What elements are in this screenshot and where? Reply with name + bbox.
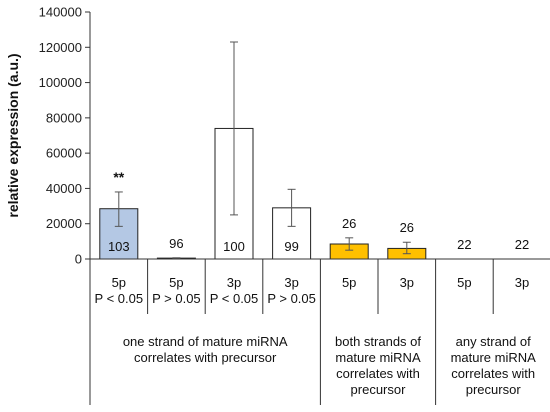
- category-pvalue-label-2: P > 0.05: [152, 291, 201, 306]
- group-label-3: correlates with: [451, 366, 535, 381]
- group-label-3: precursor: [466, 382, 522, 397]
- category-pvalue-label-3: P < 0.05: [210, 291, 259, 306]
- bars: 103 ** 96 100 99 26 26 22 22: [99, 41, 529, 260]
- category-strand-label-8: 3p: [515, 275, 529, 290]
- y-tick-label: 60000: [46, 146, 82, 161]
- group-label-3: any strand of: [456, 334, 532, 349]
- group-label-2: both strands of: [335, 334, 421, 349]
- y-axis-label-group: relative expression (a.u.): [5, 53, 21, 217]
- bar-count-label-1: 103: [108, 239, 130, 254]
- group-label-3: mature miRNA: [451, 350, 537, 365]
- bar-count-label-6: 26: [400, 220, 414, 235]
- category-strand-label-4: 3p: [284, 275, 298, 290]
- category-strand-label-5: 5p: [342, 275, 356, 290]
- category-strand-label-3: 3p: [227, 275, 241, 290]
- y-tick-label: 100000: [39, 75, 82, 90]
- category-pvalue-label-4: P > 0.05: [267, 291, 316, 306]
- bar-count-label-2: 96: [169, 236, 183, 251]
- y-tick-label: 0: [75, 252, 82, 267]
- group-label-2: correlates with: [336, 366, 420, 381]
- y-tick-label: 20000: [46, 216, 82, 231]
- group-label-1: correlates with precursor: [134, 350, 277, 365]
- y-tick-label: 140000: [39, 5, 82, 20]
- category-strand-label-6: 3p: [400, 275, 414, 290]
- y-axis-title: relative expression (a.u.): [5, 53, 21, 217]
- y-tick-label: 80000: [46, 110, 82, 125]
- significance-label: **: [113, 169, 124, 185]
- group-label-1: one strand of mature miRNA: [123, 334, 288, 349]
- category-strand-label-1: 5p: [112, 275, 126, 290]
- bar-count-label-3: 100: [223, 239, 245, 254]
- group-label-2: mature miRNA: [335, 350, 421, 365]
- y-axis: 0 20000 40000 60000 80000 100000 120000 140000: [39, 5, 91, 267]
- y-tick-label: 120000: [39, 40, 82, 55]
- y-tick-label: 40000: [46, 181, 82, 196]
- group-label-2: precursor: [351, 382, 407, 397]
- bar-count-label-7: 22: [457, 237, 471, 252]
- category-strand-label-7: 5p: [457, 275, 471, 290]
- bar-count-label-5: 26: [342, 216, 356, 231]
- category-pvalue-label-1: P < 0.05: [95, 291, 144, 306]
- bar-count-label-4: 99: [284, 239, 298, 254]
- bar-count-label-8: 22: [515, 237, 529, 252]
- category-strand-label-2: 5p: [169, 275, 183, 290]
